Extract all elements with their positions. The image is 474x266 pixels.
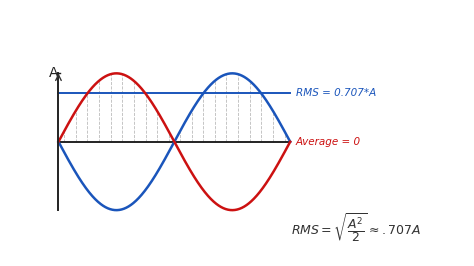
Text: RMS = 0.707*A: RMS = 0.707*A bbox=[296, 88, 376, 98]
Text: $\mathit{RMS} = \sqrt{\dfrac{A^2}{2}} \approx .707A$: $\mathit{RMS} = \sqrt{\dfrac{A^2}{2}} \a… bbox=[291, 212, 420, 245]
Text: Average = 0: Average = 0 bbox=[296, 137, 361, 147]
Text: A: A bbox=[49, 66, 59, 80]
